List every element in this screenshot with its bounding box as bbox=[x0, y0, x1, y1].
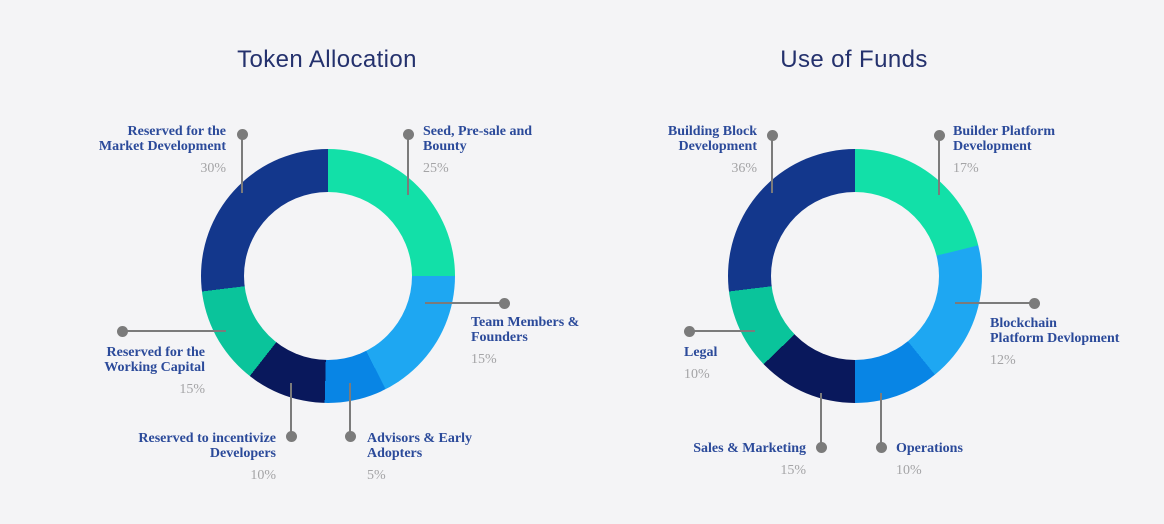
slice-percent: 10% bbox=[684, 367, 710, 382]
slice-percent: 15% bbox=[780, 463, 806, 478]
slice-percent: 17% bbox=[953, 161, 979, 176]
leader-dot-team-members-founders bbox=[498, 297, 510, 309]
leader-dot-legal bbox=[683, 325, 695, 337]
slice-label-blockchain-platform-devlopment: Blockchain Platform Devlopment 12% bbox=[990, 316, 1119, 368]
slice-label-text: Reserved for the bbox=[106, 345, 206, 360]
leader-dot-reserved-to-incentivize-developers bbox=[285, 430, 297, 442]
slice-label-reserved-for-the-working-capital: Reserved for the Working Capital 15% bbox=[104, 345, 205, 397]
leader-dot-advisors-early-adopters bbox=[344, 430, 356, 442]
slice-label-text: Blockchain bbox=[990, 316, 1057, 331]
leader-line-reserved-for-the-working-capital bbox=[122, 330, 226, 332]
slice-percent: 25% bbox=[423, 161, 449, 176]
use-of-funds-donut-hole bbox=[771, 192, 939, 360]
slice-label-team-members-founders: Team Members & Founders 15% bbox=[471, 315, 579, 367]
slice-label-text: Advisors & Early bbox=[367, 431, 472, 446]
leader-dot-reserved-for-the-market-development bbox=[236, 128, 248, 140]
slice-label-text: Sales & Marketing bbox=[693, 441, 806, 456]
leader-dot-seed-pre-sale-and-bounty bbox=[402, 128, 414, 140]
slice-label-text: Development bbox=[678, 139, 757, 154]
slice-label-reserved-for-the-market-development: Reserved for the Market Development 30% bbox=[99, 124, 226, 176]
leader-line-builder-platform-development bbox=[938, 135, 940, 195]
leader-dot-operations bbox=[875, 441, 887, 453]
leader-line-sales-marketing bbox=[820, 393, 822, 447]
leader-line-reserved-for-the-market-development bbox=[241, 134, 243, 193]
slice-label-text: Building Block bbox=[667, 124, 757, 139]
leader-line-blockchain-platform-devlopment bbox=[955, 302, 1034, 304]
slice-percent: 15% bbox=[471, 352, 497, 367]
slice-label-building-block-development: Building Block Development 36% bbox=[668, 124, 757, 176]
chart-title-use-of-funds: Use of Funds bbox=[780, 46, 928, 73]
leader-dot-builder-platform-development bbox=[933, 129, 945, 141]
slice-percent: 36% bbox=[731, 161, 757, 176]
slice-label-text: Founders bbox=[471, 330, 528, 345]
slice-label-text: Seed, Pre-sale and bbox=[423, 124, 533, 139]
slice-label-text: Working Capital bbox=[104, 360, 205, 375]
leader-line-advisors-early-adopters bbox=[349, 383, 351, 436]
slice-label-text: Platform Devlopment bbox=[990, 331, 1120, 346]
slice-label-text: Adopters bbox=[367, 446, 423, 461]
leader-line-seed-pre-sale-and-bounty bbox=[407, 134, 409, 195]
leader-line-operations bbox=[880, 393, 882, 447]
leader-dot-sales-marketing bbox=[815, 441, 827, 453]
chart-title-token-allocation: Token Allocation bbox=[237, 46, 417, 73]
slice-label-text: Legal bbox=[684, 345, 718, 360]
slice-label-text: Market Development bbox=[98, 139, 226, 154]
slice-percent: 30% bbox=[200, 161, 226, 176]
slice-percent: 15% bbox=[179, 382, 205, 397]
slice-percent: 12% bbox=[990, 353, 1016, 368]
leader-line-reserved-to-incentivize-developers bbox=[290, 383, 292, 436]
slice-label-sales-marketing: Sales & Marketing 15% bbox=[693, 441, 806, 478]
leader-dot-building-block-development bbox=[766, 129, 778, 141]
slice-label-text: Bounty bbox=[423, 139, 467, 154]
leader-dot-blockchain-platform-devlopment bbox=[1028, 297, 1040, 309]
slice-label-text: Reserved for the bbox=[127, 124, 227, 139]
slice-label-text: Builder Platform bbox=[953, 124, 1056, 139]
slice-label-text: Development bbox=[953, 139, 1032, 154]
token-allocation-donut-hole bbox=[244, 192, 412, 360]
slice-percent: 5% bbox=[367, 468, 386, 483]
leader-line-legal bbox=[689, 330, 755, 332]
slice-label-seed-pre-sale-and-bounty: Seed, Pre-sale and Bounty 25% bbox=[423, 124, 532, 176]
leader-dot-reserved-for-the-working-capital bbox=[116, 325, 128, 337]
slice-label-text: Operations bbox=[896, 441, 963, 456]
slice-percent: 10% bbox=[896, 463, 922, 478]
leader-line-building-block-development bbox=[771, 135, 773, 193]
leader-line-team-members-founders bbox=[425, 302, 504, 304]
slice-label-reserved-to-incentivize-developers: Reserved to incentivize Developers 10% bbox=[138, 431, 276, 483]
slice-label-legal: Legal 10% bbox=[684, 345, 717, 382]
slice-label-text: Team Members & bbox=[471, 315, 580, 330]
slice-label-advisors-early-adopters: Advisors & Early Adopters 5% bbox=[367, 431, 472, 483]
slice-label-builder-platform-development: Builder Platform Development 17% bbox=[953, 124, 1055, 176]
slice-percent: 10% bbox=[250, 468, 276, 483]
slice-label-operations: Operations 10% bbox=[896, 441, 963, 478]
slice-label-text: Reserved to incentivize bbox=[138, 431, 276, 446]
slice-label-text: Developers bbox=[209, 446, 276, 461]
